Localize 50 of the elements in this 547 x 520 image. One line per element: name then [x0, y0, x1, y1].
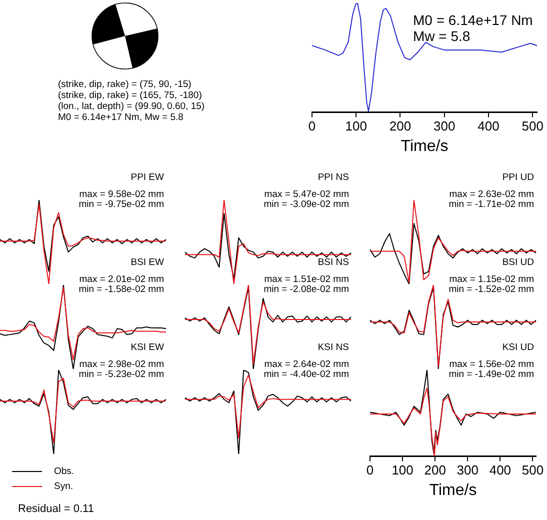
chart-title: PPI UD	[502, 172, 534, 184]
x-tick-label: 300	[456, 462, 478, 478]
x-tick-label: 400	[478, 118, 500, 134]
x-tick-label: 100	[345, 118, 367, 134]
x-tick-label: 100	[392, 462, 414, 478]
x-tick-label: 200	[424, 462, 446, 478]
text: M0 = 6.14e+17 Nm, Mw = 5.8	[58, 112, 184, 123]
annotation: min = -3.09e-02 mm	[264, 198, 349, 210]
annotation: min = -1.71e-02 mm	[448, 198, 534, 210]
annotation: max = 1.15e-02 mm	[449, 274, 534, 285]
annotation: min = -2.08e-02 mm	[264, 284, 349, 294]
chart-title: KSI UD	[502, 342, 534, 354]
annotation: min = -4.40e-02 mm	[264, 368, 349, 380]
annotation: max = 2.63e-02 mm	[449, 189, 534, 200]
annotation: max = 2.64e-02 mm	[264, 359, 349, 370]
annotation: min = -1.49e-02 mm	[448, 368, 534, 380]
annotation: M0 = 6.14e+17 Nm	[413, 12, 533, 28]
annotation: min = -1.52e-02 mm	[448, 284, 534, 294]
annotation: max = 2.98e-02 mm	[79, 359, 164, 370]
text: max = 9.58e-02 mm	[79, 189, 164, 200]
x-axis-title: Time/s	[429, 482, 477, 499]
x-tick-label: 200	[389, 118, 412, 134]
legend-label: Syn.	[54, 481, 74, 492]
chart-title: BSI EW	[130, 257, 164, 268]
annotation: max = 1.56e-02 mm	[449, 359, 534, 370]
annotation: max = 1.51e-02 mm	[264, 274, 349, 285]
annotation: Mw = 5.8	[413, 28, 470, 44]
chart-title: BSI NS	[318, 257, 349, 268]
text: (strike, dip, rake) = (75, 90, -15)	[58, 79, 192, 90]
chart-title: KSI EW	[130, 342, 164, 354]
chart-title: PPI EW	[130, 172, 164, 184]
x-axis-title: Time/s	[400, 138, 448, 155]
annotation: min = -9.75e-02 mm	[78, 198, 164, 210]
annotation: max = 2.01e-02 mm	[79, 274, 164, 285]
chart-title: KSI NS	[318, 342, 349, 354]
x-tick-label: 0	[308, 118, 316, 134]
text: max = 5.47e-02 mm	[264, 189, 349, 200]
text: (lon., lat, depth) = (99.90, 0.60, 15)	[58, 101, 205, 112]
text: Residual = 0.11	[18, 503, 94, 515]
x-tick-label: 400	[489, 462, 512, 478]
annotation: min = -5.23e-02 mm	[78, 368, 164, 380]
chart-title: PPI NS	[318, 172, 349, 184]
text: (strike, dip, rake) = (165, 75, -180)	[58, 90, 202, 101]
x-tick-label: 500	[522, 462, 544, 478]
x-tick-label: 300	[434, 118, 456, 134]
chart-title: BSI UD	[502, 257, 534, 268]
x-tick-label: 0	[366, 462, 374, 478]
x-tick-label: 500	[522, 118, 544, 134]
legend-label: Obs.	[54, 466, 74, 477]
annotation: min = -1.58e-02 mm	[78, 284, 164, 294]
